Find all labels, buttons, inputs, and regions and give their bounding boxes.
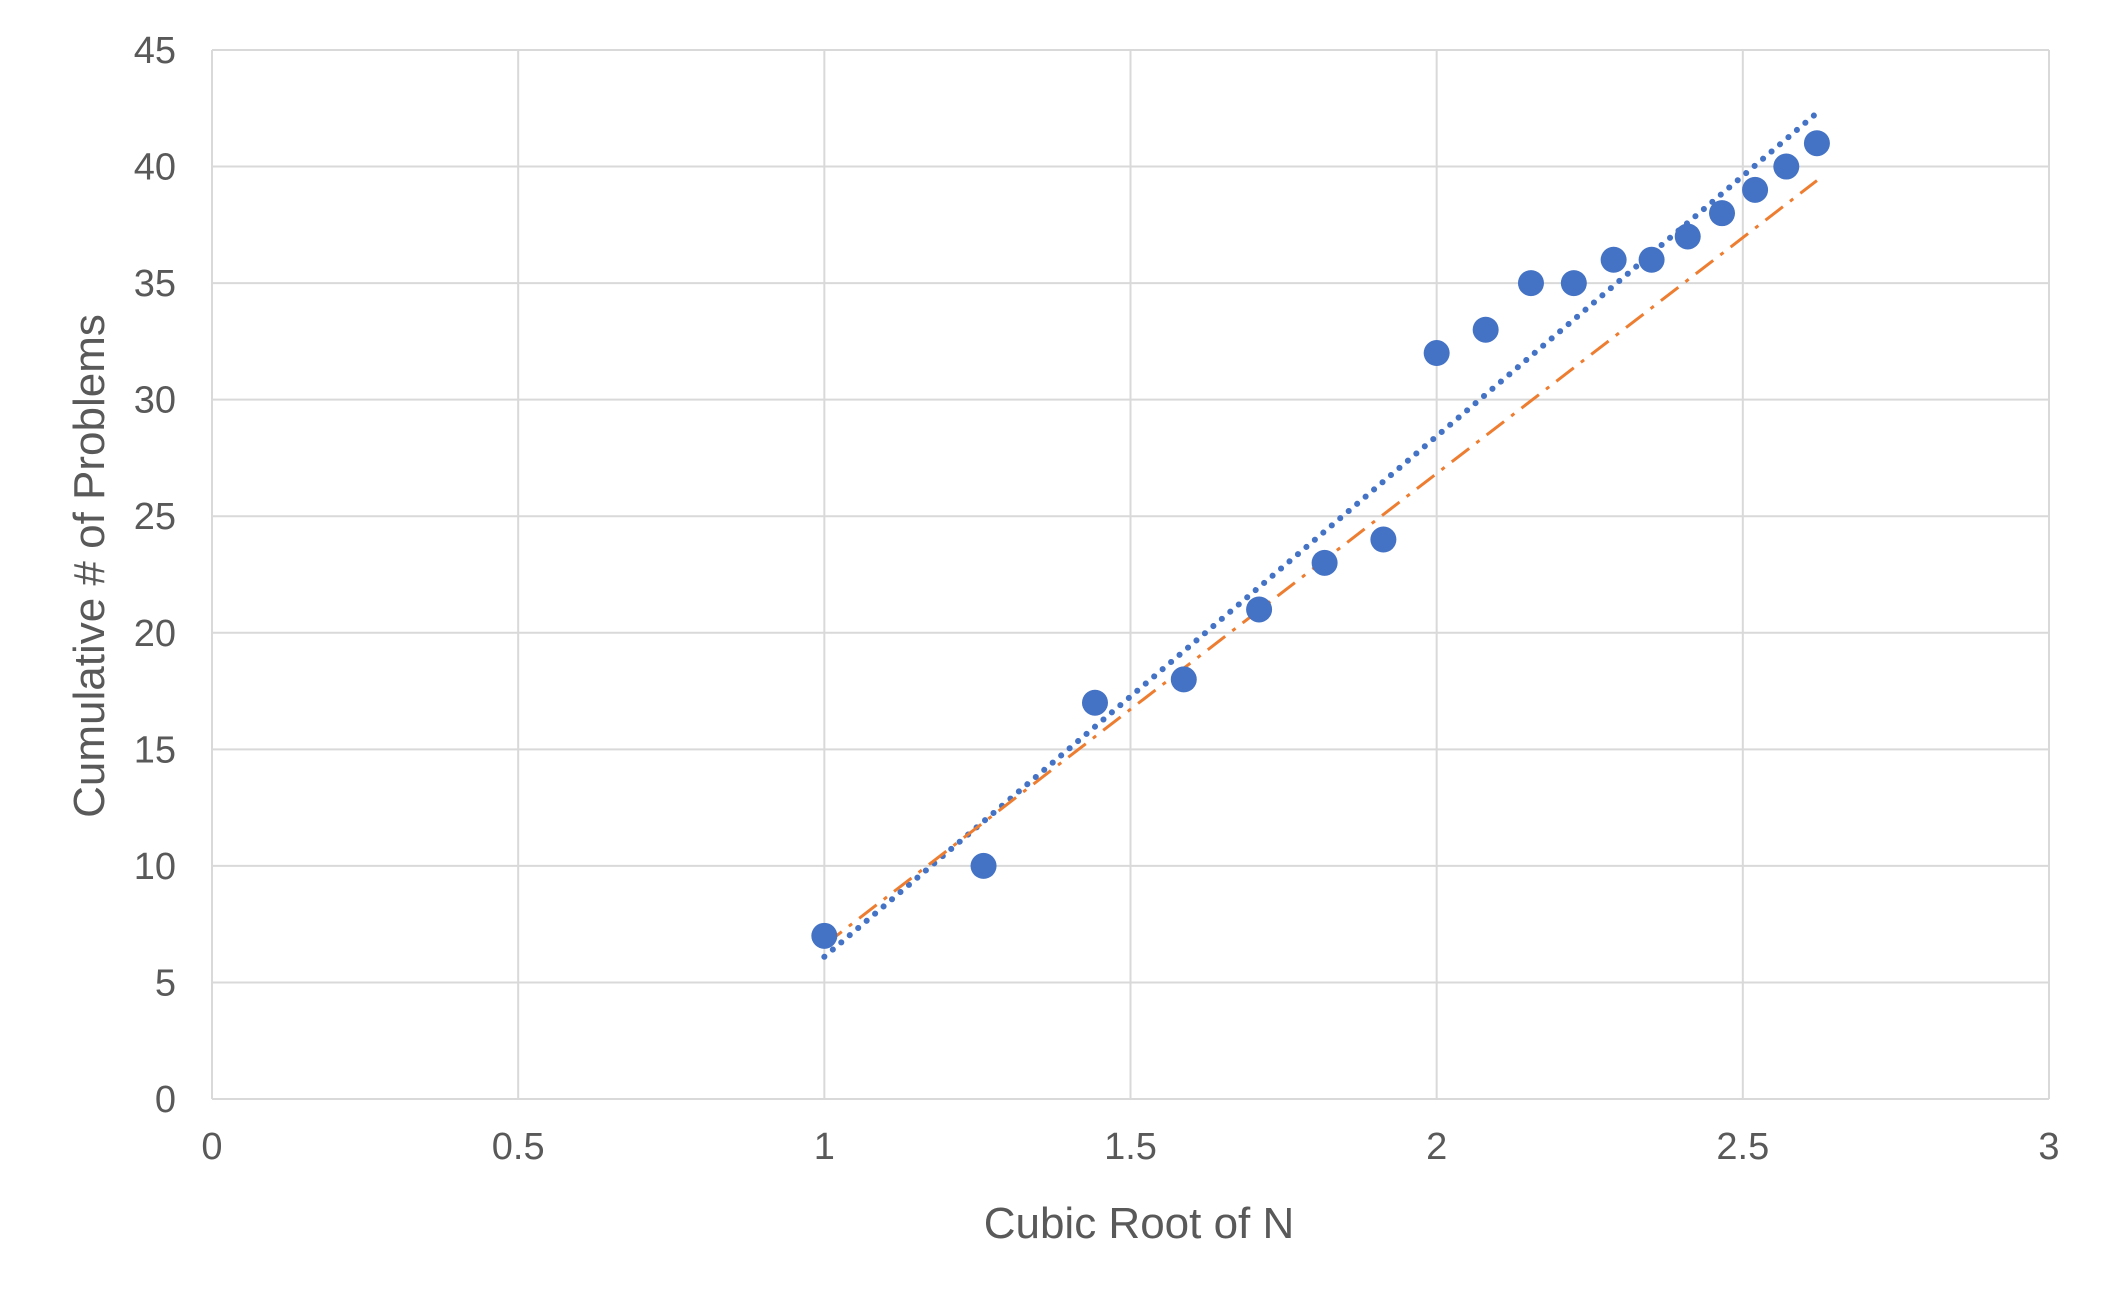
y-tick-label: 40 (134, 147, 176, 189)
trendlines (821, 109, 1820, 960)
data-point (1517, 270, 1544, 297)
y-tick-label: 5 (155, 962, 176, 1004)
data-point (1311, 549, 1338, 576)
x-tick-label: 0 (201, 1126, 222, 1168)
data-point (1246, 596, 1273, 623)
data-point (1560, 270, 1587, 297)
data-point (1081, 689, 1108, 716)
data-point (1773, 153, 1800, 180)
gridlines (211, 49, 2050, 1100)
x-axis-title: Cubic Root of N (984, 1199, 1295, 1248)
data-point (811, 922, 838, 949)
y-tick-label: 10 (134, 846, 176, 888)
x-tick-label: 1.5 (1104, 1126, 1157, 1168)
y-tick-label: 25 (134, 496, 176, 538)
data-point (970, 852, 997, 879)
data-point (1423, 340, 1450, 367)
x-tick-label: 2 (1426, 1126, 1447, 1168)
data-point (1472, 316, 1499, 343)
data-point (1170, 666, 1197, 693)
data-point (1638, 246, 1665, 273)
y-tick-label: 20 (134, 613, 176, 655)
y-tick-label: 45 (134, 30, 176, 72)
y-axis-title: Cumulative # of Problems (65, 314, 114, 818)
data-point (1674, 223, 1701, 250)
x-tick-label: 3 (2038, 1126, 2059, 1168)
data-point (1742, 176, 1769, 203)
y-tick-label: 0 (155, 1079, 176, 1121)
data-point (1803, 130, 1830, 157)
data-point (1600, 246, 1627, 273)
y-tick-label: 35 (134, 263, 176, 305)
data-point (1370, 526, 1397, 553)
data-point (1709, 200, 1736, 227)
data-points (811, 130, 1830, 949)
y-tick-label: 15 (134, 729, 176, 771)
x-tick-label: 0.5 (492, 1126, 545, 1168)
x-tick-label: 2.5 (1716, 1126, 1769, 1168)
x-tick-label: 1 (814, 1126, 835, 1168)
y-tick-label: 30 (134, 380, 176, 422)
